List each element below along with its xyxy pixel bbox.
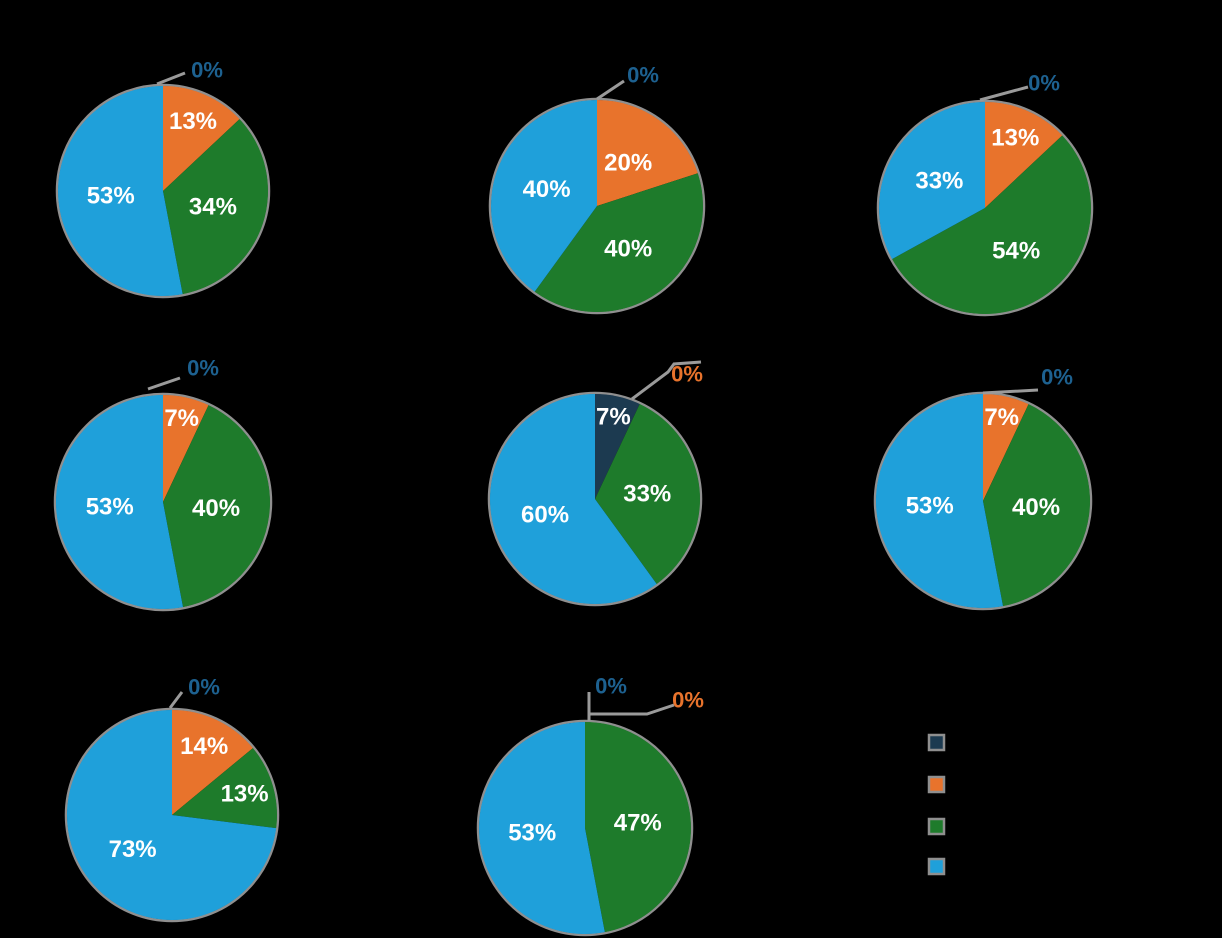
pie-4-label-orange: 7% — [164, 405, 199, 432]
pie-chart-5: 0% 7% 33% 60% — [487, 360, 703, 607]
pie-5-slice-navy — [595, 394, 640, 499]
pie-7-rim — [64, 707, 280, 923]
pie-1-label-blue: 53% — [87, 182, 135, 209]
pie-4-leader-line-navy — [147, 376, 181, 391]
pie-1-leader-line-navy — [156, 71, 186, 86]
pie-8-label-blue: 53% — [508, 819, 556, 846]
pie-3-leader-line-navy — [979, 85, 1029, 102]
legend-swatch-orange — [927, 775, 946, 794]
pie-chart-6: 0% 7% 40% 53% — [873, 365, 1093, 611]
pie-8-rim — [476, 719, 694, 937]
pie-2-slice-orange — [597, 100, 698, 206]
pie-6-slice-orange — [983, 394, 1029, 501]
pie-chart-7: 0% 14% 13% 73% — [64, 675, 280, 923]
pie-2-label-blue: 40% — [523, 176, 571, 203]
pie-1-rim — [55, 83, 271, 299]
pie-5-label-green: 33% — [623, 481, 671, 508]
pie-chart-4: 0% 7% 40% 53% — [53, 356, 273, 612]
pie-5-label-navy: 7% — [596, 404, 631, 431]
pie-4-zero-label-navy: 0% — [187, 356, 219, 381]
pie-4-label-blue: 53% — [86, 494, 134, 521]
pie-5-rim — [487, 391, 703, 607]
pie-chart-8: 0% 0% 47% 53% — [476, 674, 704, 937]
pie-5-leader-line-orange — [631, 360, 702, 401]
pie-1-label-green: 34% — [189, 194, 237, 221]
pie-7-label-blue: 73% — [109, 836, 157, 863]
pie-1-label-orange: 13% — [169, 108, 217, 135]
pie-8-zero-label-navy: 0% — [595, 674, 627, 699]
pie-2-label-orange: 20% — [604, 150, 652, 177]
pie-7-leader-line-navy — [168, 691, 184, 709]
pie-3-label-blue: 33% — [915, 168, 963, 195]
pie-1-zero-label-navy: 0% — [191, 58, 223, 83]
pie-chart-3: 0% 13% 54% 33% — [876, 71, 1094, 317]
pie-1-slice-blue — [58, 86, 183, 296]
legend-swatch-green — [927, 817, 946, 836]
pie-6-zero-label-navy: 0% — [1041, 365, 1073, 390]
pie-1-slice-green — [163, 119, 269, 295]
pie-5-zero-label-orange: 0% — [671, 362, 703, 387]
pie-2-label-green: 40% — [604, 235, 652, 262]
legend — [927, 733, 946, 876]
pie-7-slice-blue — [66, 709, 277, 920]
legend-swatch-navy — [927, 733, 946, 752]
pie-8-zero-label-orange: 0% — [672, 688, 704, 713]
pie-7-slice-green — [172, 748, 277, 829]
pie-3-zero-label-navy: 0% — [1028, 71, 1060, 96]
pie-8-label-green: 47% — [614, 810, 662, 837]
pie-6-slice-green — [983, 404, 1090, 607]
pie-5-slice-blue — [490, 394, 657, 605]
pie-3-rim — [876, 99, 1094, 317]
pie-3-slice-blue — [878, 102, 985, 260]
pie-2-slice-blue — [490, 100, 597, 292]
pie-7-slice-orange — [172, 710, 253, 815]
pie-6-label-orange: 7% — [984, 404, 1019, 431]
pie-2-leader-line-navy — [596, 79, 625, 101]
pie-4-slice-orange — [163, 395, 209, 502]
pie-6-label-green: 40% — [1012, 494, 1060, 521]
pie-3-label-green: 54% — [992, 237, 1040, 264]
pie-7-label-orange: 14% — [180, 733, 228, 760]
pie-4-slice-green — [163, 405, 270, 608]
pie-chart-2: 0% 20% 40% 40% — [488, 63, 706, 315]
pie-8-slice-green — [585, 722, 691, 933]
pie-6-slice-blue — [875, 394, 1004, 608]
pie-6-leader-line-navy — [982, 388, 1039, 395]
pie-2-zero-label-navy: 0% — [627, 63, 659, 88]
pie-4-slice-blue — [55, 395, 184, 610]
pie-6-label-blue: 53% — [906, 493, 954, 520]
pie-7-label-green: 13% — [221, 780, 269, 807]
pie-8-slice-blue — [478, 722, 605, 935]
pie-3-label-orange: 13% — [991, 124, 1039, 151]
pie-4-label-green: 40% — [192, 495, 240, 522]
pie-1-slice-orange — [163, 86, 240, 191]
pie-5-label-blue: 60% — [521, 502, 569, 529]
pie-3-slice-orange — [985, 102, 1063, 208]
pie-4-rim — [53, 392, 273, 612]
pie-7-zero-label-navy: 0% — [188, 675, 220, 700]
pie-2-slice-green — [534, 173, 704, 313]
pie-chart-1: 0% 13% 34% 53% — [55, 58, 271, 299]
legend-swatch-blue — [927, 857, 946, 876]
pie-5-slice-green — [595, 403, 701, 584]
pie-8-leader-line-orange — [590, 703, 675, 716]
pie-3-slice-green — [892, 135, 1091, 314]
